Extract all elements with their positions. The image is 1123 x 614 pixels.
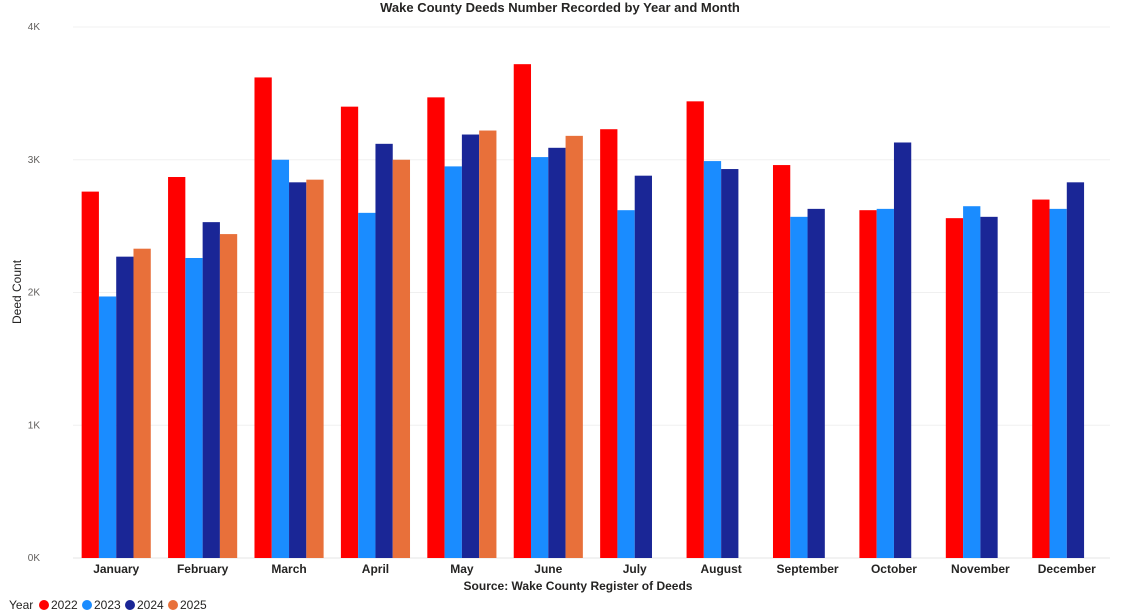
- bar-april-2022[interactable]: [340, 106, 359, 559]
- bar-october-2024[interactable]: [893, 142, 912, 559]
- bar-june-2025[interactable]: [565, 135, 583, 558]
- legend-marker: [82, 600, 92, 610]
- bar-may-2025[interactable]: [479, 130, 497, 559]
- y-tick-label: 2K: [28, 288, 41, 299]
- bar-june-2023[interactable]: [531, 157, 549, 558]
- bar-march-2023[interactable]: [271, 159, 290, 558]
- bar-july-2024[interactable]: [634, 175, 652, 558]
- bar-group-september: [772, 165, 825, 558]
- bar-group-december: [1032, 182, 1085, 558]
- bar-february-2022[interactable]: [168, 177, 186, 558]
- x-tick-label: March: [271, 562, 306, 576]
- bar-june-2022[interactable]: [513, 64, 532, 559]
- y-tick-label: 1K: [28, 420, 41, 431]
- x-tick-label: December: [1038, 562, 1096, 576]
- legend-marker: [39, 600, 49, 610]
- x-axis-ticks: January February March April May June July Augu…: [93, 562, 1096, 576]
- bar-july-2022[interactable]: [600, 129, 618, 558]
- bar-january-2023[interactable]: [98, 296, 117, 558]
- bar-september-2022[interactable]: [772, 165, 791, 558]
- bars: [81, 64, 1085, 559]
- bar-april-2025[interactable]: [392, 159, 411, 558]
- y-tick-label: 0K: [28, 553, 41, 564]
- chart-title: Wake County Deeds Number Recorded by Yea…: [380, 0, 740, 15]
- legend[interactable]: Year 2022 2023 2024 2025: [9, 598, 207, 612]
- legend-marker: [125, 600, 135, 610]
- legend-item-2022[interactable]: 2022: [39, 598, 78, 612]
- bar-group-june: [513, 64, 583, 559]
- legend-label: 2022: [51, 598, 78, 612]
- legend-label: 2024: [137, 598, 164, 612]
- bar-november-2023[interactable]: [963, 206, 981, 558]
- bar-april-2023[interactable]: [358, 212, 376, 558]
- bar-february-2023[interactable]: [185, 257, 203, 558]
- bar-december-2023[interactable]: [1049, 208, 1067, 558]
- x-tick-label: January: [93, 562, 139, 576]
- bar-april-2024[interactable]: [375, 143, 393, 558]
- bar-september-2023[interactable]: [790, 216, 808, 558]
- bar-february-2025[interactable]: [219, 234, 238, 558]
- x-tick-label: June: [534, 562, 562, 576]
- legend-label: 2025: [180, 598, 207, 612]
- x-tick-label: May: [450, 562, 474, 576]
- bar-group-july: [600, 129, 652, 558]
- bar-august-2024[interactable]: [721, 169, 739, 559]
- bar-group-march: [254, 77, 324, 558]
- bar-january-2024[interactable]: [116, 256, 134, 558]
- bar-may-2024[interactable]: [461, 134, 480, 558]
- bar-june-2024[interactable]: [548, 147, 566, 559]
- bar-january-2022[interactable]: [81, 191, 99, 559]
- bar-group-october: [859, 142, 912, 559]
- x-tick-label: February: [177, 562, 229, 576]
- bar-february-2024[interactable]: [202, 222, 220, 558]
- bar-may-2022[interactable]: [427, 97, 445, 559]
- x-tick-label: August: [700, 562, 741, 576]
- y-axis-ticks: 0K 1K 2K 3K 4K: [28, 22, 41, 564]
- bar-august-2022[interactable]: [686, 101, 704, 558]
- x-tick-label: September: [777, 562, 839, 576]
- bar-march-2024[interactable]: [289, 182, 307, 558]
- bar-october-2022[interactable]: [859, 210, 877, 558]
- x-tick-label: November: [951, 562, 1010, 576]
- y-axis-label: Deed Count: [10, 259, 24, 324]
- y-tick-label: 4K: [28, 22, 41, 33]
- bar-december-2024[interactable]: [1066, 182, 1085, 558]
- bar-january-2025[interactable]: [133, 248, 151, 558]
- legend-item-2023[interactable]: 2023: [82, 598, 121, 612]
- bar-group-november: [945, 206, 998, 558]
- bar-group-august: [686, 101, 739, 559]
- bar-november-2022[interactable]: [945, 218, 964, 558]
- legend-item-2024[interactable]: 2024: [125, 598, 164, 612]
- legend-marker: [168, 600, 178, 610]
- x-tick-label: October: [871, 562, 917, 576]
- legend-label: 2023: [94, 598, 121, 612]
- bar-group-april: [340, 106, 411, 559]
- gridlines: [73, 26, 1110, 559]
- bar-group-february: [168, 177, 238, 558]
- bar-march-2025[interactable]: [306, 179, 324, 558]
- bar-group-may: [427, 97, 497, 559]
- x-tick-label: July: [623, 562, 647, 576]
- bar-july-2023[interactable]: [617, 210, 635, 558]
- x-tick-label: April: [362, 562, 389, 576]
- legend-title: Year: [9, 598, 33, 612]
- bar-september-2024[interactable]: [807, 208, 825, 558]
- x-axis-label: Source: Wake County Register of Deeds: [464, 579, 693, 593]
- bar-march-2022[interactable]: [254, 77, 272, 558]
- bar-may-2023[interactable]: [444, 166, 462, 558]
- bar-group-january: [81, 191, 151, 559]
- bar-december-2022[interactable]: [1032, 199, 1050, 558]
- bar-august-2023[interactable]: [703, 161, 722, 558]
- legend-item-2025[interactable]: 2025: [168, 598, 207, 612]
- bar-november-2024[interactable]: [980, 216, 998, 558]
- bar-october-2023[interactable]: [876, 208, 894, 558]
- y-tick-label: 3K: [28, 155, 41, 166]
